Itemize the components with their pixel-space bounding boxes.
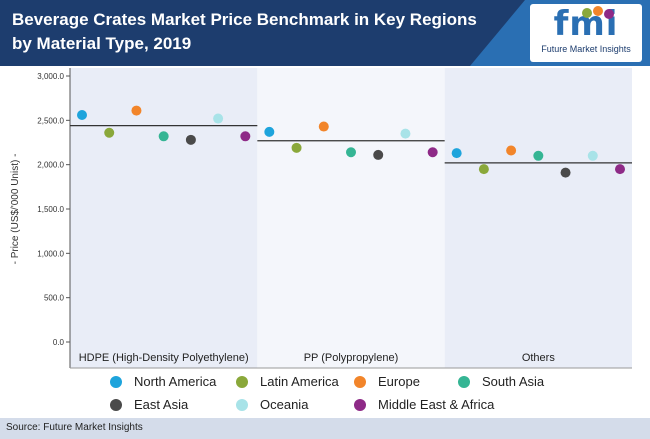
data-point [506,145,517,156]
data-point [104,127,115,138]
footer-bar: Source: Future Market Insights [0,418,650,439]
data-point [451,148,462,159]
y-tick-label: 3,000.0 [37,72,64,81]
y-axis-label: - Price (US$/'000 Unist) - [10,154,21,265]
category-panel [70,68,258,368]
data-point [615,164,625,175]
data-point [240,131,251,142]
header-divider [470,0,525,66]
header-bar: Beverage Crates Market Price Benchmark i… [0,0,650,66]
legend-label: South Asia [482,374,545,389]
source-note: Source: Future Market Insights [6,422,143,433]
fmi-logo: fmi Future Market Insights [530,4,642,62]
data-point [478,164,489,175]
data-point [373,149,384,160]
legend-swatch [354,399,366,411]
data-point [185,134,196,145]
data-point [264,126,275,137]
chart-title: Beverage Crates Market Price Benchmark i… [12,10,477,53]
x-category-label: PP (Polypropylene) [304,352,399,364]
legend-label: Latin America [260,374,339,389]
category-panel [257,68,445,368]
data-point [213,113,224,124]
legend-swatch [110,399,122,411]
data-point [158,131,169,142]
legend-label: Middle East & Africa [378,397,495,412]
x-category-label: HDPE (High-Density Polyethylene) [79,352,249,364]
legend-swatch [354,376,366,388]
y-tick-label: 2,500.0 [37,116,64,125]
y-tick-label: 500.0 [44,294,65,303]
legend-label: East Asia [134,397,189,412]
price-benchmark-chart: 0.0 500.0 1,000.0 1,500.0 2,000.0 2,500.0 3,00… [10,68,632,369]
legend-swatch [110,376,122,388]
legend-swatch [236,376,248,388]
data-point [346,147,356,158]
data-point [291,142,302,153]
legend-swatch [458,376,470,388]
logo-dot-icon [593,6,603,16]
x-category-label: Others [522,352,556,364]
y-tick-label: 1,000.0 [37,249,64,258]
data-point [587,150,598,161]
data-point [77,110,87,121]
data-point [400,128,411,139]
logo-dot-icon [604,9,614,19]
logo-tagline: Future Market Insights [541,44,631,54]
data-point [560,167,571,178]
data-point [131,105,142,116]
y-tick-label: 0.0 [53,338,65,347]
y-tick-label: 2,000.0 [37,161,64,170]
legend-swatch [236,399,248,411]
data-point [533,150,544,161]
legend-label: Oceania [260,397,309,412]
y-tick-label: 1,500.0 [37,205,64,214]
data-point [427,147,438,158]
legend-label: Europe [378,374,420,389]
legend-label: North America [134,374,217,389]
logo-dot-icon [582,8,592,18]
category-panel [444,68,632,368]
data-point [318,121,329,132]
